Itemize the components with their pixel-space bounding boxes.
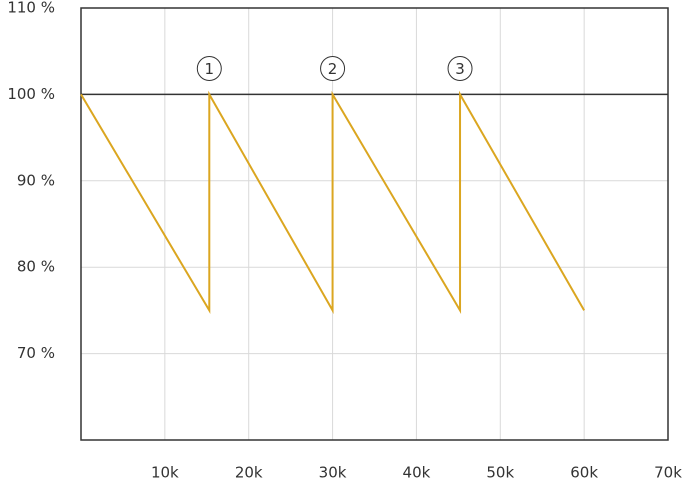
x-tick-label: 60k bbox=[570, 464, 598, 482]
data-line bbox=[80, 90, 586, 315]
x-tick-label: 50k bbox=[486, 464, 514, 482]
x-tick-label: 70k bbox=[654, 464, 682, 482]
annotation-circle bbox=[320, 55, 346, 81]
y-tick-label: 80 % bbox=[17, 258, 55, 276]
y-tick-label: 70 % bbox=[17, 344, 55, 362]
x-tick-label: 20k bbox=[235, 464, 263, 482]
y-tick-label: 110 % bbox=[7, 0, 55, 17]
annotation-label: 3 bbox=[455, 60, 465, 78]
annotation-label: 1 bbox=[205, 60, 215, 78]
annotation-circle bbox=[447, 55, 473, 81]
y-tick-label: 90 % bbox=[17, 171, 55, 189]
x-tick-label: 10k bbox=[151, 464, 179, 482]
x-tick-label: 30k bbox=[319, 464, 347, 482]
annotation-label: 2 bbox=[328, 60, 338, 78]
y-tick-label: 100 % bbox=[7, 85, 55, 103]
annotation-circle bbox=[196, 55, 222, 81]
plot-frame bbox=[80, 7, 669, 441]
x-tick-label: 40k bbox=[403, 464, 431, 482]
